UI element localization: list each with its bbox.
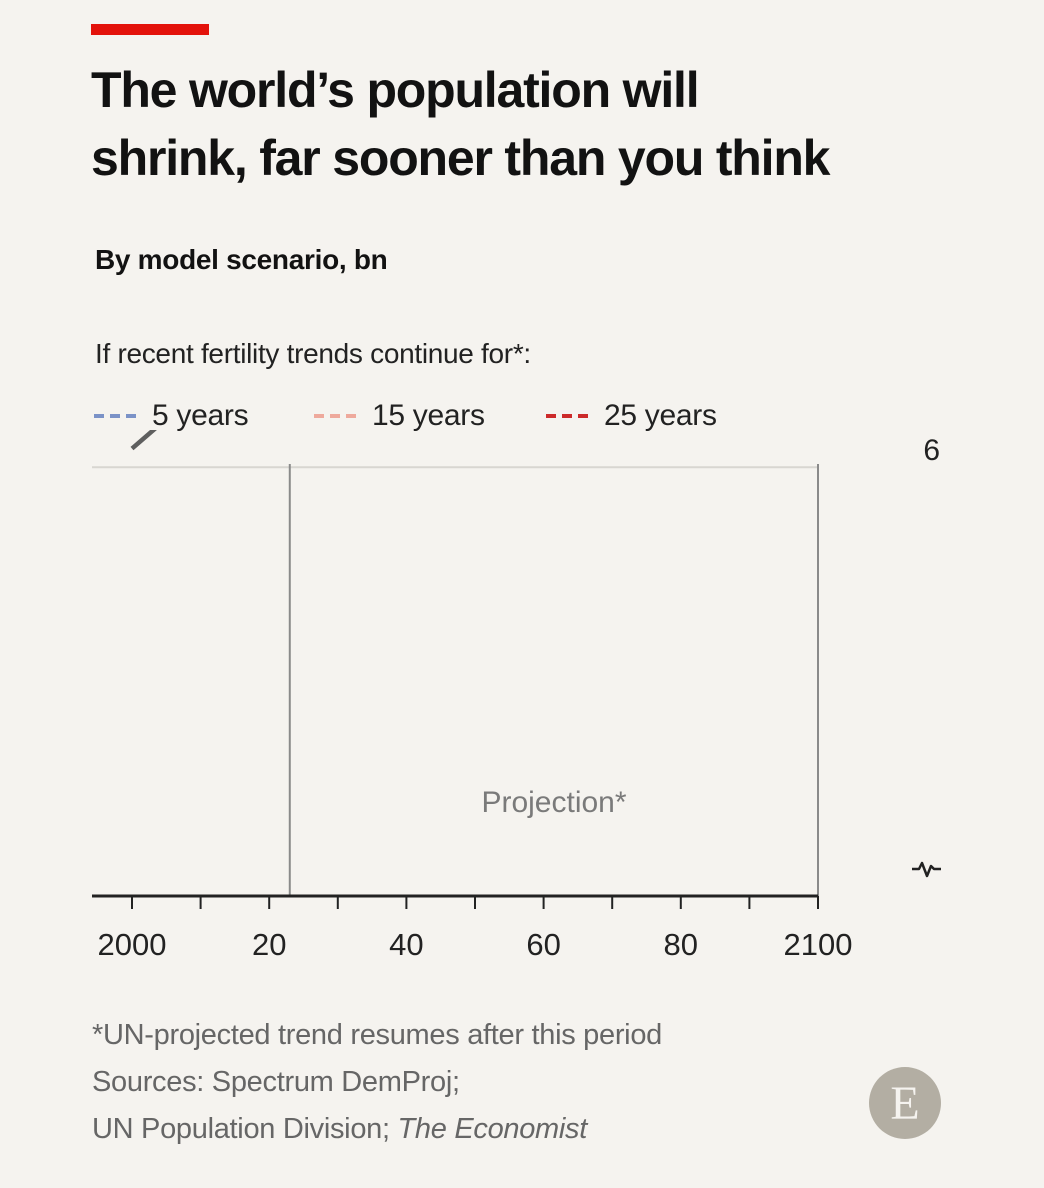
sources-line-2-italic: The Economist xyxy=(397,1113,588,1145)
legend-item-5-years: 5 years xyxy=(92,396,249,436)
footnote: *UN-projected trend resumes after this p… xyxy=(92,1012,662,1153)
legend-swatch-25-years xyxy=(546,414,594,418)
title-line-1: The world’s population will xyxy=(91,62,700,118)
x-tick-label-2060: 60 xyxy=(526,927,560,962)
projection-label: Projection* xyxy=(481,786,626,819)
chart-title: The world’s population will shrink, far … xyxy=(91,56,991,192)
axis-break-icon xyxy=(912,861,941,878)
legend-item-25-years: 25 years xyxy=(544,396,717,436)
gridlines xyxy=(92,466,818,469)
y-tick-label-6: 6 xyxy=(923,434,940,467)
sources-line-2-plain: UN Population Division; xyxy=(92,1113,398,1145)
axis-break-glyph xyxy=(912,861,941,878)
title-line-2: shrink, far sooner than you think xyxy=(91,130,830,186)
legend: 5 years 15 years 25 years xyxy=(92,396,792,436)
series-line-historical xyxy=(130,430,157,451)
legend-label-15-years: 15 years xyxy=(372,399,485,432)
chart-subtitle: By model scenario, bn xyxy=(95,244,388,275)
x-axis: 2000 20 40 60 80 2100 xyxy=(92,894,853,962)
x-tick-label-2100: 2100 xyxy=(784,927,853,962)
x-tick-label-2000: 2000 xyxy=(98,927,167,962)
series-lines xyxy=(130,430,157,451)
economist-logo: E xyxy=(869,1067,941,1139)
x-tick-label-2080: 80 xyxy=(664,927,698,962)
legend-title: If recent fertility trends continue for*… xyxy=(95,338,531,369)
sources-line-2: UN Population Division; The Economist xyxy=(92,1106,662,1153)
legend-swatch-15-years xyxy=(314,414,362,418)
y-axis-labels: 67891011 xyxy=(923,434,940,467)
projection-bounds xyxy=(288,464,819,896)
legend-label-5-years: 5 years xyxy=(152,399,249,432)
legend-label-25-years: 25 years xyxy=(604,399,717,432)
footnote-note: *UN-projected trend resumes after this p… xyxy=(92,1019,662,1051)
x-tick-label-2040: 40 xyxy=(389,927,423,962)
sources-line-1: Sources: Spectrum DemProj; xyxy=(92,1066,460,1098)
x-tick-label-2020: 20 xyxy=(252,927,286,962)
brand-rule xyxy=(91,24,209,35)
legend-item-15-years: 15 years xyxy=(312,396,485,436)
population-chart: 67891011 Projection* UN baselinePeak pop… xyxy=(92,430,941,962)
legend-swatch-5-years xyxy=(94,414,142,418)
